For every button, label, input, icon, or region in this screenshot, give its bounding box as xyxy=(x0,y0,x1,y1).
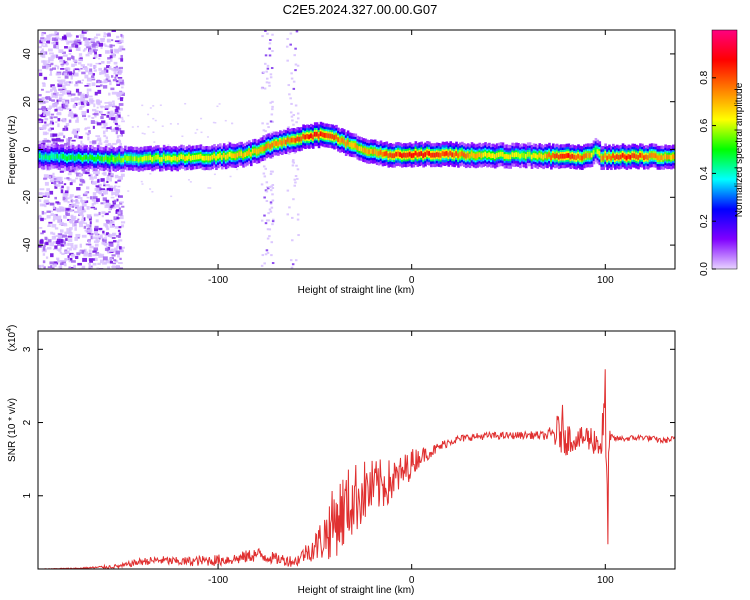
colorbar-tick-label: 0.0 xyxy=(699,262,710,276)
snr-y-multiplier: (x104) xyxy=(6,325,18,352)
spectrogram-x-tick-label: 0 xyxy=(409,275,415,286)
snr-y-ticks: 1 2 3 xyxy=(22,346,675,499)
colorbar-tick-label: 0.2 xyxy=(699,214,710,228)
spectrogram-x-tick-label: 100 xyxy=(597,275,614,286)
snr-x-tick-label: 100 xyxy=(597,575,614,586)
colorbar-gradient xyxy=(711,29,738,270)
spectrogram-y-tick-label: -20 xyxy=(22,190,33,205)
spectrogram-x-axis-label: Height of straight line (km) xyxy=(298,285,415,296)
colorbar: 0.0 0.2 0.4 0.6 0.8 Normalized spectral ampl… xyxy=(699,29,745,276)
spectrogram-y-tick-label: 0 xyxy=(22,146,33,152)
snr-x-tick-label: 0 xyxy=(409,575,415,586)
snr-series-line xyxy=(38,369,675,569)
colorbar-tick-label: 0.8 xyxy=(699,70,710,84)
snr-plot-frame xyxy=(37,330,676,570)
spectrogram-panel: -100 0 100 -40 -20 0 20 40 Height of straight … xyxy=(7,29,676,296)
spectrogram-y-tick-label: 20 xyxy=(22,96,33,108)
snr-x-tick-label: -100 xyxy=(208,575,228,586)
figure-title: C2E5.2024.327.00.00.G07 xyxy=(283,2,438,17)
colorbar-tick-label: 0.6 xyxy=(699,118,710,132)
snr-y-tick-label: 2 xyxy=(22,419,33,425)
svg-text:(x104): (x104) xyxy=(6,325,18,352)
spectrogram-y-ticks: -40 -20 0 20 40 xyxy=(22,48,675,252)
spectrogram-x-tick-label: -100 xyxy=(208,275,228,286)
colorbar-label: Normalized spectral amplitude xyxy=(734,82,745,217)
spectrogram-y-tick-label: 40 xyxy=(22,48,33,60)
colorbar-ticks: 0.0 0.2 0.4 0.6 0.8 xyxy=(699,70,716,276)
snr-y-tick-label: 1 xyxy=(22,493,33,499)
spectrogram-scatter-noise xyxy=(38,30,300,269)
snr-multiplier-exp: 4 xyxy=(6,328,13,332)
spectrogram-y-tick-label: -40 xyxy=(22,237,33,252)
snr-y-tick-label: 3 xyxy=(22,346,33,352)
spectrogram-ridge xyxy=(38,121,675,173)
spectrogram-x-ticks: -100 0 100 xyxy=(208,30,614,286)
snr-x-ticks: -100 0 100 xyxy=(208,331,614,586)
snr-x-axis-label: Height of straight line (km) xyxy=(298,585,415,596)
snr-y-axis-label: SNR (10 * v/v) xyxy=(7,398,18,462)
snr-panel: -100 0 100 1 2 3 Height of straight line (km… xyxy=(6,325,676,596)
spectrogram-y-axis-label: Frequency (Hz) xyxy=(7,116,18,185)
snr-multiplier-base: (x10 xyxy=(7,331,18,351)
colorbar-tick-label: 0.4 xyxy=(699,166,710,180)
